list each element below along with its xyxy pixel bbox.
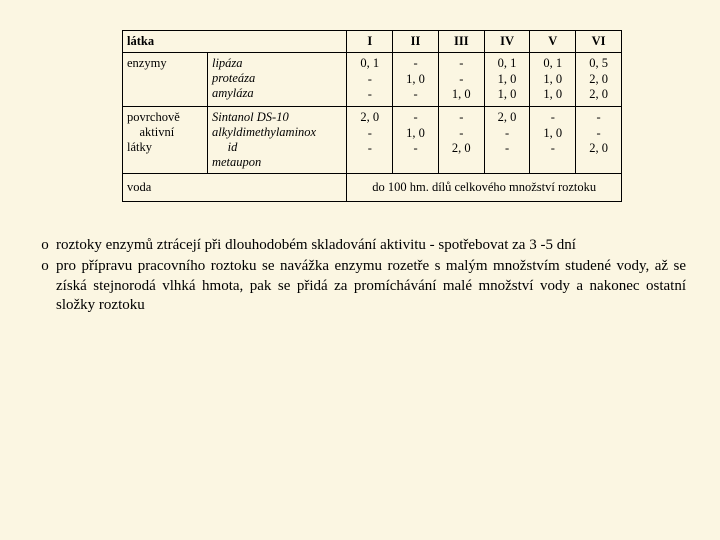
row2-V: -1, 0- — [530, 106, 576, 173]
composition-table: látka I II III IV V VI enzymy lipázaprot… — [122, 30, 622, 202]
note-text: roztoky enzymů ztrácejí při dlouhodobém … — [56, 236, 686, 256]
bullet-icon: o — [34, 236, 56, 256]
row1-II: -1, 0- — [393, 53, 439, 107]
table-container: látka I II III IV V VI enzymy lipázaprot… — [122, 30, 622, 202]
row2-II: -1, 0- — [393, 106, 439, 173]
row1-IV: 0, 11, 01, 0 — [484, 53, 530, 107]
note-item: o pro přípravu pracovního roztoku se nav… — [34, 257, 686, 316]
row2-I: 2, 0-- — [347, 106, 393, 173]
footer-label: voda — [123, 173, 347, 201]
col-I: I — [347, 31, 393, 53]
col-III: III — [438, 31, 484, 53]
row1-c0: enzymy — [123, 53, 208, 107]
note-text: pro přípravu pracovního roztoku se naváž… — [56, 257, 686, 316]
row2-VI: --2, 0 — [576, 106, 622, 173]
row1-III: --1, 0 — [438, 53, 484, 107]
footer-value: do 100 hm. dílů celkového množství rozto… — [347, 173, 622, 201]
col-V: V — [530, 31, 576, 53]
row1-I: 0, 1-- — [347, 53, 393, 107]
col-IV: IV — [484, 31, 530, 53]
col-latka: látka — [123, 31, 347, 53]
col-II: II — [393, 31, 439, 53]
row1-VI: 0, 52, 02, 0 — [576, 53, 622, 107]
row2-c0: povrchově aktivnílátky — [123, 106, 208, 173]
table-header-row: látka I II III IV V VI — [123, 31, 622, 53]
row2-III: --2, 0 — [438, 106, 484, 173]
notes-list: o roztoky enzymů ztrácejí při dlouhodobé… — [34, 236, 686, 316]
table-row: enzymy lipázaproteázaamyláza 0, 1-- -1, … — [123, 53, 622, 107]
bullet-icon: o — [34, 257, 56, 316]
table-footer-row: voda do 100 hm. dílů celkového množství … — [123, 173, 622, 201]
row2-IV: 2, 0-- — [484, 106, 530, 173]
col-VI: VI — [576, 31, 622, 53]
row2-c1: Sintanol DS-10alkyldimethylaminox idmeta… — [207, 106, 346, 173]
table-row: povrchově aktivnílátky Sintanol DS-10alk… — [123, 106, 622, 173]
row1-c1: lipázaproteázaamyláza — [207, 53, 346, 107]
row1-V: 0, 11, 01, 0 — [530, 53, 576, 107]
note-item: o roztoky enzymů ztrácejí při dlouhodobé… — [34, 236, 686, 256]
